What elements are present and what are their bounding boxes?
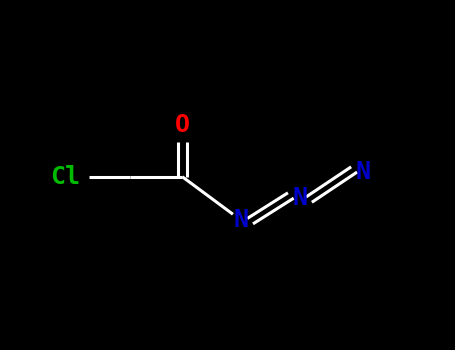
Text: N: N [293,186,308,210]
Text: N: N [356,160,371,183]
Text: N: N [233,208,248,232]
Text: Cl: Cl [50,165,80,189]
Text: O: O [175,113,190,136]
